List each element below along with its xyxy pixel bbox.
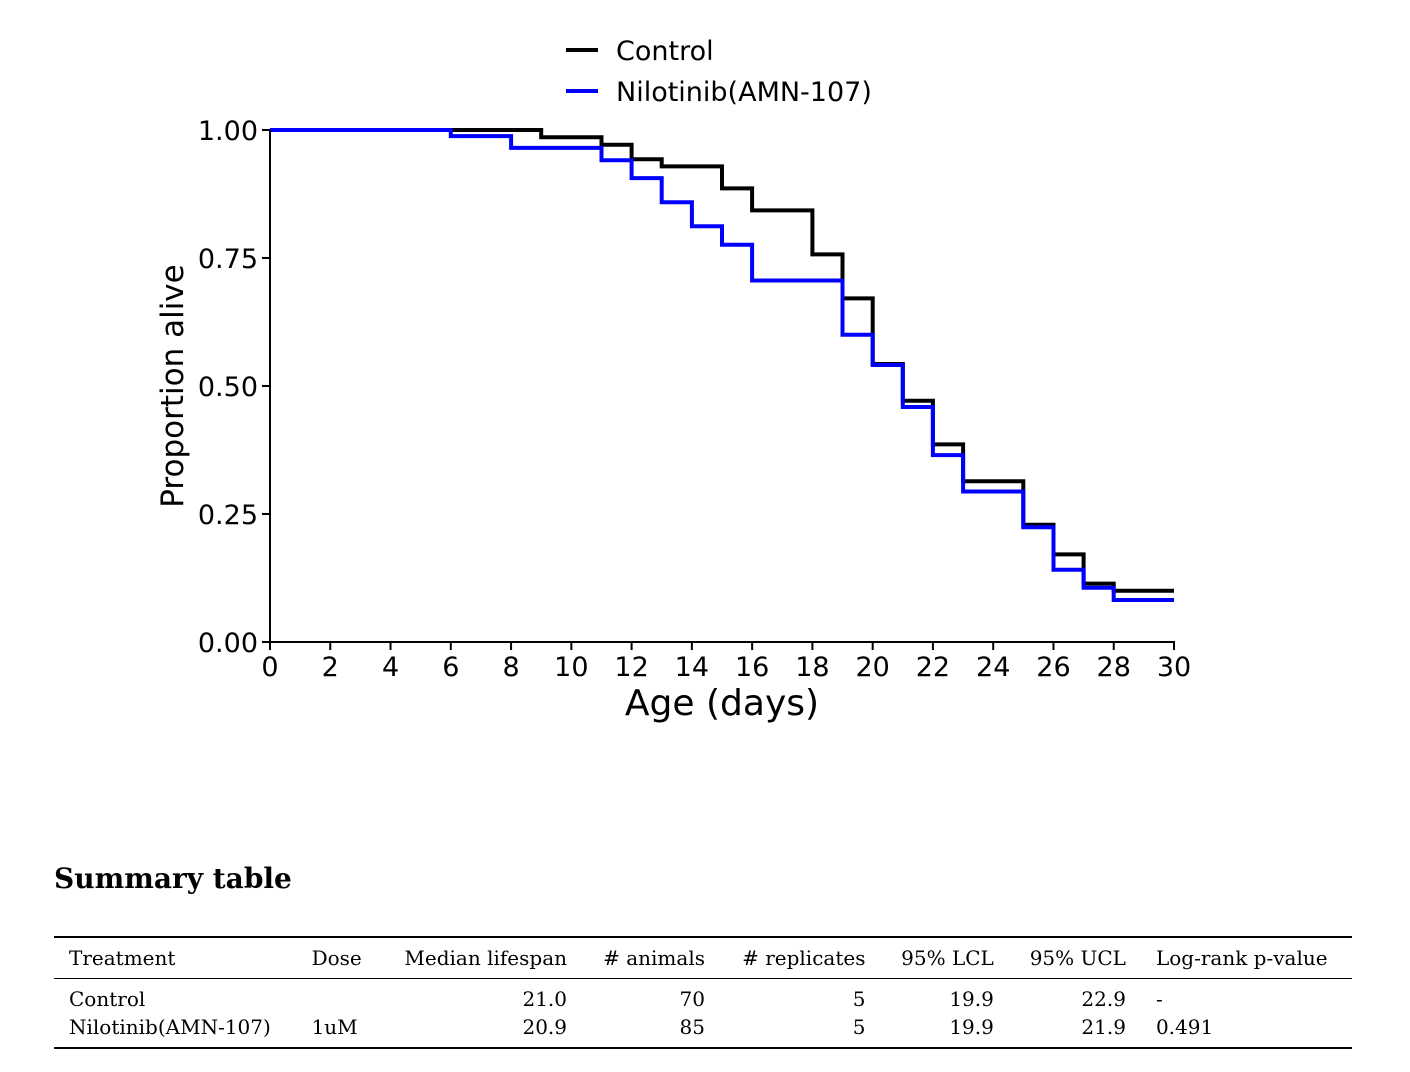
cell-logrank: 0.491 (1155, 1015, 1214, 1039)
col-header-ucl: 95% UCL (1029, 946, 1126, 970)
col-header-median-lifespan: Median lifespan (404, 946, 567, 970)
cell-lcl: 19.9 (949, 1015, 994, 1039)
cell-animals: 70 (679, 987, 705, 1011)
col-header-replicates: # replicates (742, 946, 866, 970)
x-axis-label: Age (days) (625, 683, 819, 724)
x-tick-label: 24 (976, 652, 1010, 683)
x-tick-label: 10 (554, 652, 588, 683)
col-header-dose: Dose (311, 946, 362, 970)
y-tick-label: 0.50 (198, 372, 258, 403)
series-line-control (270, 128, 1174, 593)
x-tick-label: 18 (795, 652, 829, 683)
x-tick-label: 4 (382, 652, 399, 683)
cell-median-lifespan: 20.9 (522, 1015, 567, 1039)
col-header-treatment: Treatment (69, 946, 176, 970)
cell-replicates: 5 (852, 1015, 866, 1039)
cell-lcl: 19.9 (949, 987, 994, 1011)
cell-median-lifespan: 21.0 (522, 987, 567, 1011)
y-tick-label: 0.75 (198, 244, 258, 275)
x-tick-label: 26 (1036, 652, 1070, 683)
x-tick-label: 22 (916, 652, 950, 683)
x-tick-label: 14 (675, 652, 709, 683)
cell-ucl: 22.9 (1081, 987, 1126, 1011)
x-tick-label: 28 (1097, 652, 1131, 683)
x-tick-label: 0 (261, 652, 278, 683)
legend-label-control: Control (616, 36, 714, 67)
cell-ucl: 21.9 (1081, 1015, 1126, 1039)
x-tick-label: 30 (1157, 652, 1191, 683)
axes (269, 130, 1175, 643)
table-row: Control 21.0 70 5 19.9 22.9 - (54, 979, 1352, 1014)
col-header-logrank: Log-rank p-value (1155, 946, 1328, 970)
cell-replicates: 5 (852, 987, 866, 1011)
legend-label-nilotinib: Nilotinib(AMN-107) (616, 77, 872, 108)
y-tick-label: 0.00 (198, 628, 258, 659)
y-axis-label: Proportion alive (155, 264, 191, 507)
summary-table: Treatment Dose Median lifespan # animals… (54, 936, 1352, 1049)
y-tick-label: 1.00 (198, 116, 258, 147)
x-tick-label: 12 (614, 652, 648, 683)
plot-lines (270, 128, 1174, 602)
y-tick-label: 0.25 (198, 500, 258, 531)
col-header-animals: # animals (603, 946, 705, 970)
table-row: Nilotinib(AMN-107) 1uM 20.9 85 5 19.9 21… (54, 1013, 1352, 1048)
summary-table-title: Summary table (54, 862, 292, 895)
cell-logrank: - (1155, 987, 1163, 1011)
x-tick-label: 6 (442, 652, 459, 683)
cell-dose: 1uM (311, 1015, 358, 1039)
legend: Control Nilotinib(AMN-107) (566, 36, 872, 108)
cell-treatment: Nilotinib(AMN-107) (69, 1015, 271, 1039)
cell-animals: 85 (679, 1015, 705, 1039)
summary-header-row: Treatment Dose Median lifespan # animals… (54, 937, 1352, 979)
x-tick-label: 2 (322, 652, 339, 683)
survival-chart: Control Nilotinib(AMN-107) 0 2 4 6 8 10 12 14 16… (155, 36, 1191, 724)
x-tick-label: 20 (855, 652, 889, 683)
x-tick-label: 8 (502, 652, 519, 683)
cell-treatment: Control (69, 987, 146, 1011)
ticks: 0 2 4 6 8 10 12 14 16 18 20 22 24 26 28 300.000.250.500… (198, 116, 1191, 683)
cell-dose (297, 979, 381, 1014)
col-header-lcl: 95% LCL (901, 946, 994, 970)
series-line-nilotinib (270, 128, 1174, 602)
x-tick-label: 16 (735, 652, 769, 683)
